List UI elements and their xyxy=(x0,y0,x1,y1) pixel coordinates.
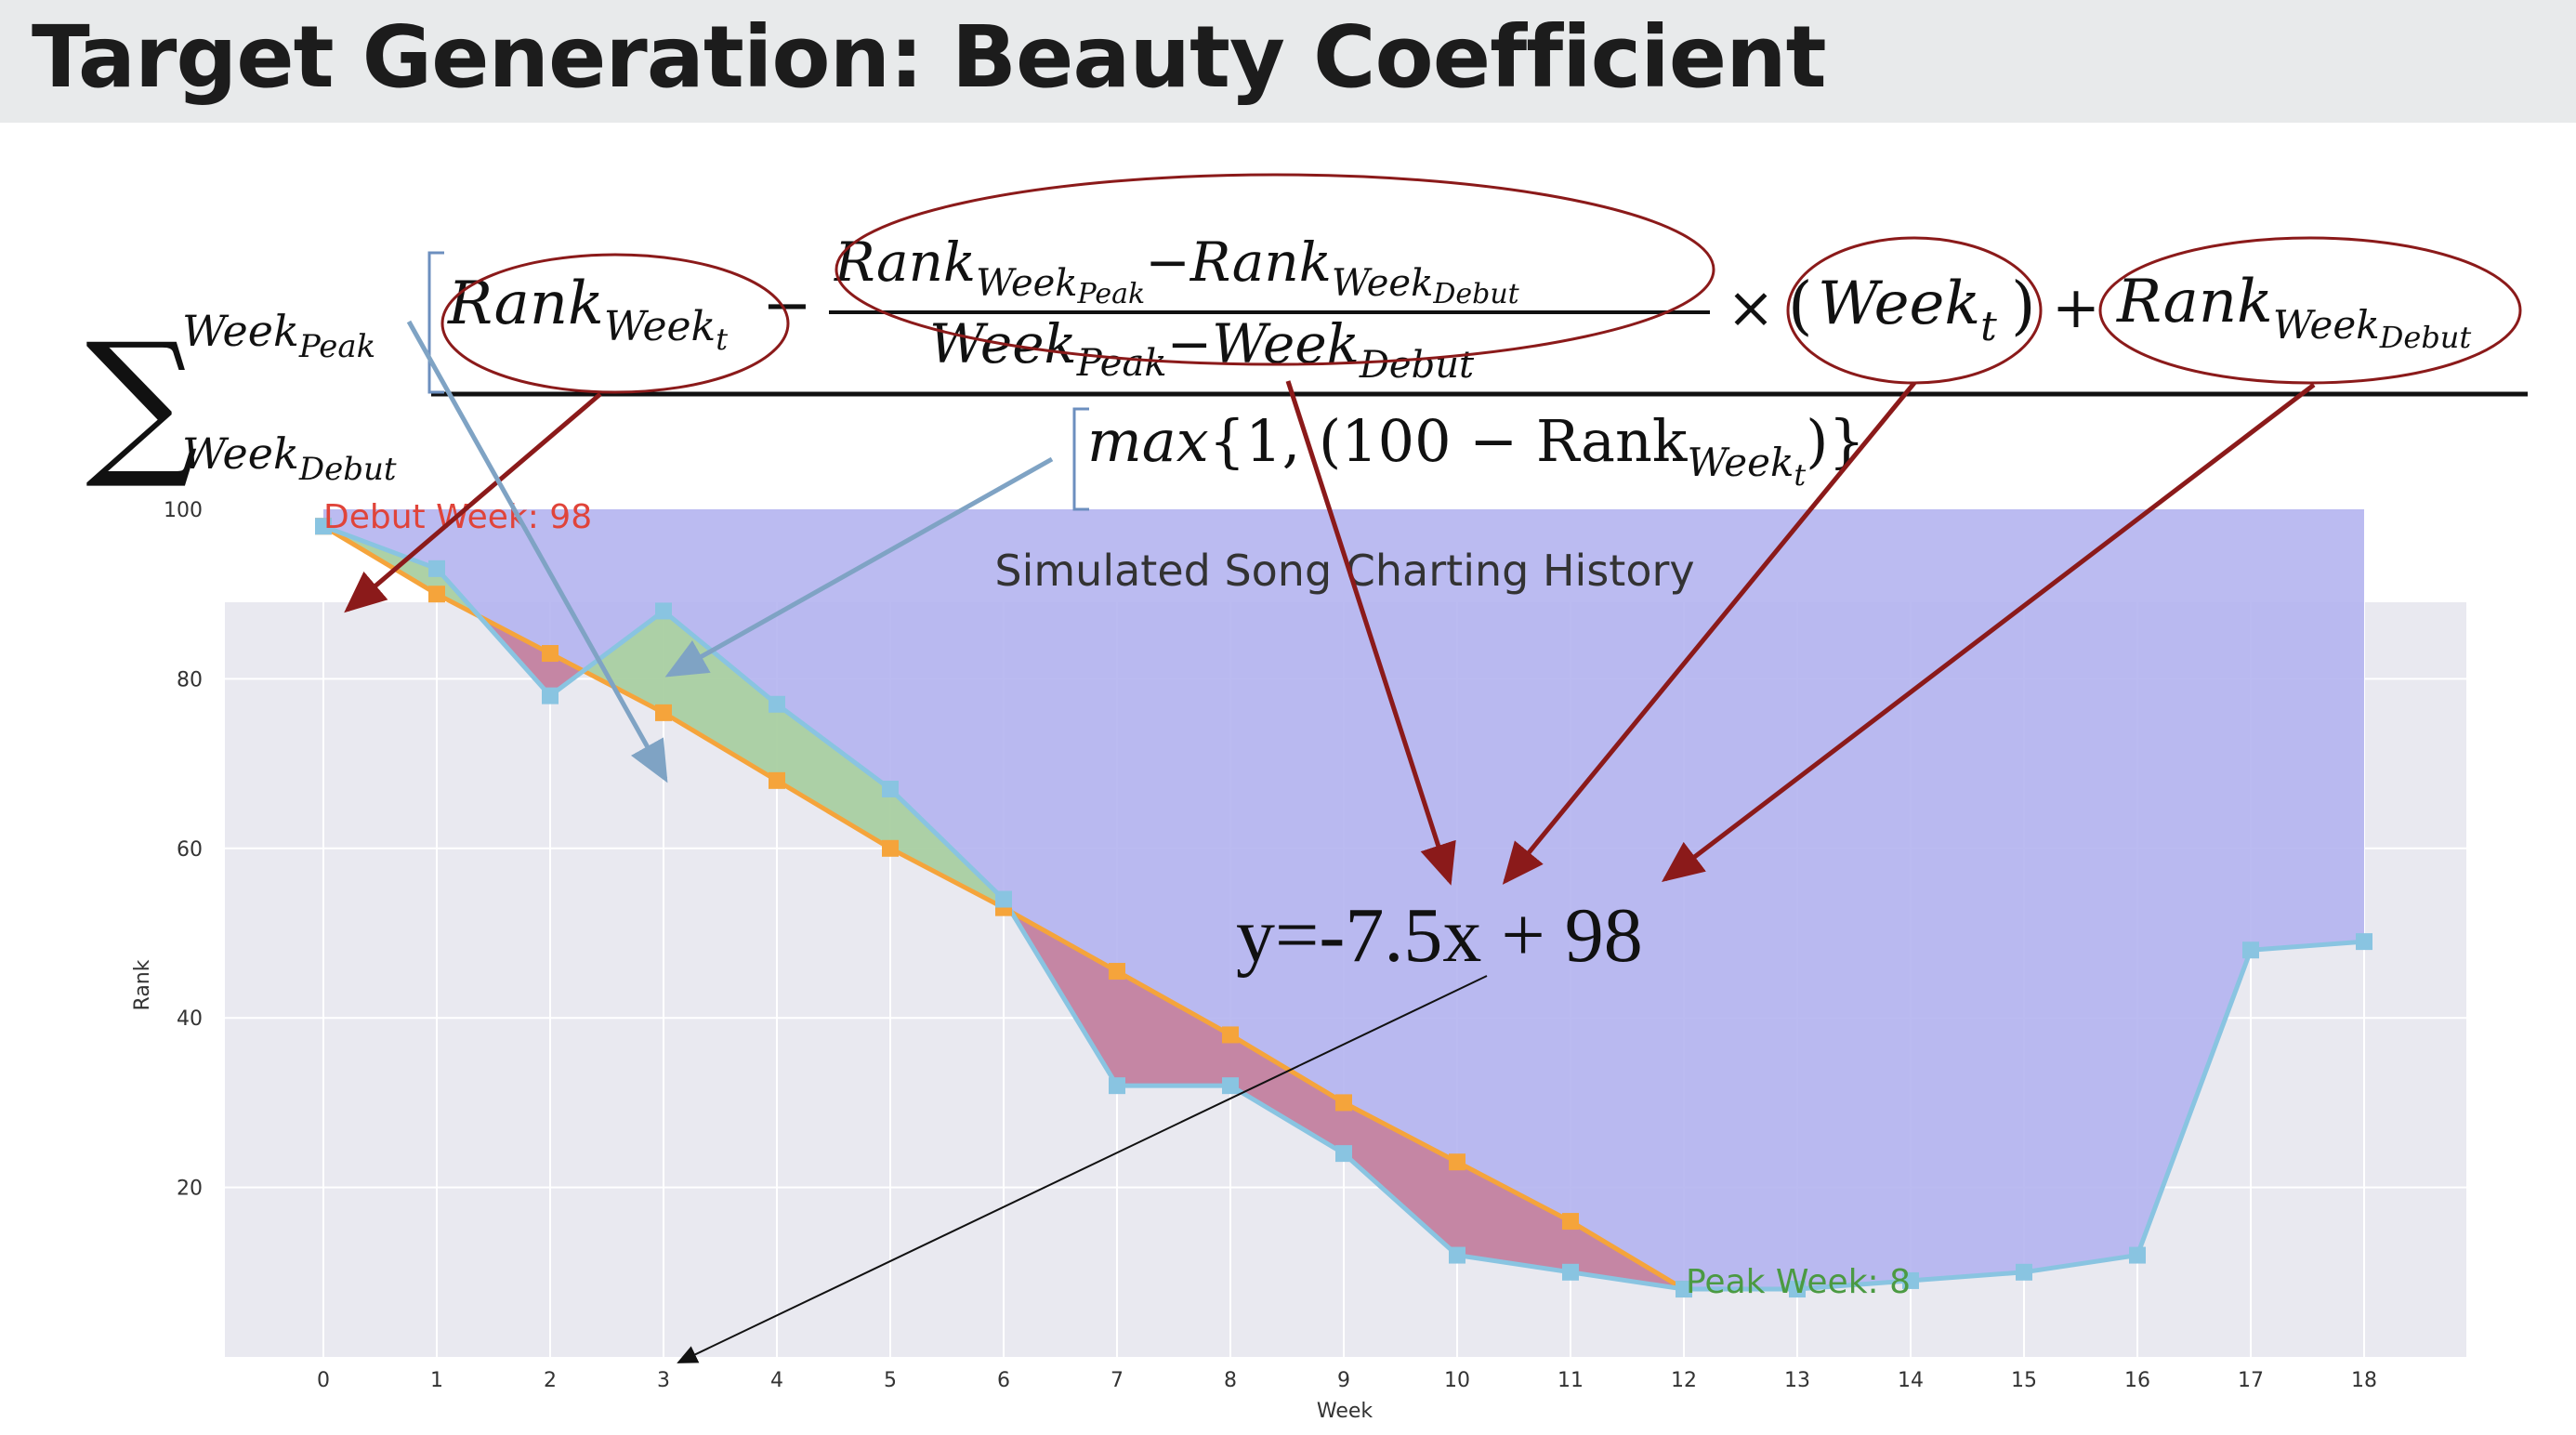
actual-point xyxy=(995,890,1012,908)
slope-denominator: WeekPeak−WeekDebut xyxy=(929,312,1475,387)
actual-point xyxy=(2242,941,2259,959)
x-tick-label: 12 xyxy=(1671,1369,1697,1392)
x-tick-label: 4 xyxy=(770,1369,783,1392)
annotation-arrows xyxy=(344,320,2316,1363)
arrow-slope-to-equation xyxy=(1285,380,1456,886)
denominator-bracket xyxy=(1072,407,1089,511)
y-tick-label: 40 xyxy=(177,1007,203,1031)
y-tick-label: 20 xyxy=(177,1178,203,1201)
x-axis-label: Week xyxy=(1317,1400,1373,1423)
expected-point xyxy=(542,645,559,663)
actual-point xyxy=(1902,1271,1919,1289)
expected-point xyxy=(1109,963,1125,981)
actual-point xyxy=(1676,1281,1692,1298)
numerator-bracket xyxy=(427,251,444,394)
x-tick-label: 6 xyxy=(997,1369,1010,1392)
rank-debut-circle xyxy=(2098,236,2522,385)
actual-point xyxy=(2129,1246,2146,1264)
area-below-expected xyxy=(1230,1034,1344,1154)
y-tick-label: 60 xyxy=(177,838,203,862)
actual-point xyxy=(1789,1281,1806,1298)
x-tick-label: 18 xyxy=(2351,1369,2377,1392)
x-tick-label: 9 xyxy=(1337,1369,1350,1392)
peak-week-label: Peak Week: 8 xyxy=(1686,1263,1911,1301)
arrow-equation-to-week-3 xyxy=(677,975,1488,1363)
x-tick-label: 1 xyxy=(430,1369,443,1392)
fitted-line-equation: y=-7.5x + 98 xyxy=(1236,892,1643,979)
expected-point xyxy=(1222,1026,1239,1044)
arrow-numerator-to-green-area xyxy=(406,320,668,783)
rank-week-t-circle xyxy=(440,253,790,394)
expected-point xyxy=(655,704,672,721)
area-below-expected xyxy=(1344,1102,1457,1256)
beauty-coefficient-formula: ∑ WeekPeak WeekDebut RankWeekt − RankWee… xyxy=(85,173,2528,511)
actual-point xyxy=(428,560,445,577)
actual-point xyxy=(1449,1246,1465,1264)
x-tick-label: 8 xyxy=(1224,1369,1237,1392)
expected-point xyxy=(882,839,899,857)
arrow-week-t-to-equation xyxy=(1502,381,1916,885)
slope-numerator: RankWeekPeak−RankWeekDebut xyxy=(834,230,1520,310)
area-below-expected xyxy=(1117,971,1230,1086)
x-tick-label: 11 xyxy=(1557,1369,1584,1392)
actual-point xyxy=(1109,1077,1125,1095)
x-tick-label: 10 xyxy=(1444,1369,1470,1392)
summation-sign: ∑ xyxy=(85,309,198,494)
max-denominator: max{1, (100 − RankWeekt)} xyxy=(1087,407,1865,493)
x-tick-label: 3 xyxy=(657,1369,670,1392)
times-sign: × xyxy=(1727,273,1775,341)
expected-point xyxy=(428,586,445,603)
area-below-expected xyxy=(550,653,584,696)
y-tick-label: 80 xyxy=(177,668,203,691)
actual-point xyxy=(542,687,559,704)
rank-debut-term: RankWeekDebut xyxy=(2116,268,2471,355)
area-above-actual xyxy=(323,509,2364,1290)
area-above-expected xyxy=(583,611,664,713)
x-tick-label: 14 xyxy=(1898,1369,1924,1392)
sum-lower-limit: WeekDebut xyxy=(182,428,397,488)
actual-point xyxy=(769,695,785,713)
x-tick-label: 15 xyxy=(2011,1369,2037,1392)
arrow-rank-week-t-to-debut xyxy=(344,392,602,613)
actual-point xyxy=(655,602,672,620)
x-tick-label: 17 xyxy=(2238,1369,2264,1392)
rank-week-t-term: RankWeekt xyxy=(447,270,728,357)
week-t-term: Weekt xyxy=(1818,270,1997,350)
area-above-expected xyxy=(777,704,890,849)
area-below-expected xyxy=(1457,1162,1571,1272)
y-axis-label: Rank xyxy=(131,959,154,1010)
series-markers xyxy=(315,518,2372,1298)
slope-circle xyxy=(835,173,1715,366)
arrow-rank-debut-to-equation xyxy=(1662,383,2316,883)
x-tick-label: 16 xyxy=(2124,1369,2150,1392)
actual-point xyxy=(315,518,332,535)
sum-upper-limit: WeekPeak xyxy=(182,306,375,365)
x-tick-label: 0 xyxy=(317,1369,330,1392)
slide-title-bar: Target Generation: Beauty Coefficient xyxy=(0,0,2576,123)
x-tick-label: 2 xyxy=(544,1369,557,1392)
x-tick-label: 7 xyxy=(1111,1369,1124,1392)
actual-point xyxy=(882,780,899,797)
x-tick-label: 13 xyxy=(1784,1369,1810,1392)
expected-point xyxy=(1449,1153,1465,1171)
actual-point xyxy=(1335,1145,1352,1163)
actual-point xyxy=(2356,933,2372,951)
y-tick-label: 100 xyxy=(164,499,203,522)
actual-point xyxy=(1222,1077,1239,1095)
plus-sign: + xyxy=(2052,273,2100,341)
x-tick-label: 5 xyxy=(884,1369,897,1392)
slide-title: Target Generation: Beauty Coefficient xyxy=(32,7,1827,107)
arrow-denominator-to-blue-area xyxy=(664,456,1054,678)
expected-point xyxy=(1562,1213,1579,1231)
expected-point xyxy=(769,771,785,789)
paren-close: ) xyxy=(2011,270,2036,343)
actual-point xyxy=(1562,1263,1579,1281)
expected-point xyxy=(1335,1094,1352,1112)
actual-point xyxy=(2016,1263,2032,1281)
